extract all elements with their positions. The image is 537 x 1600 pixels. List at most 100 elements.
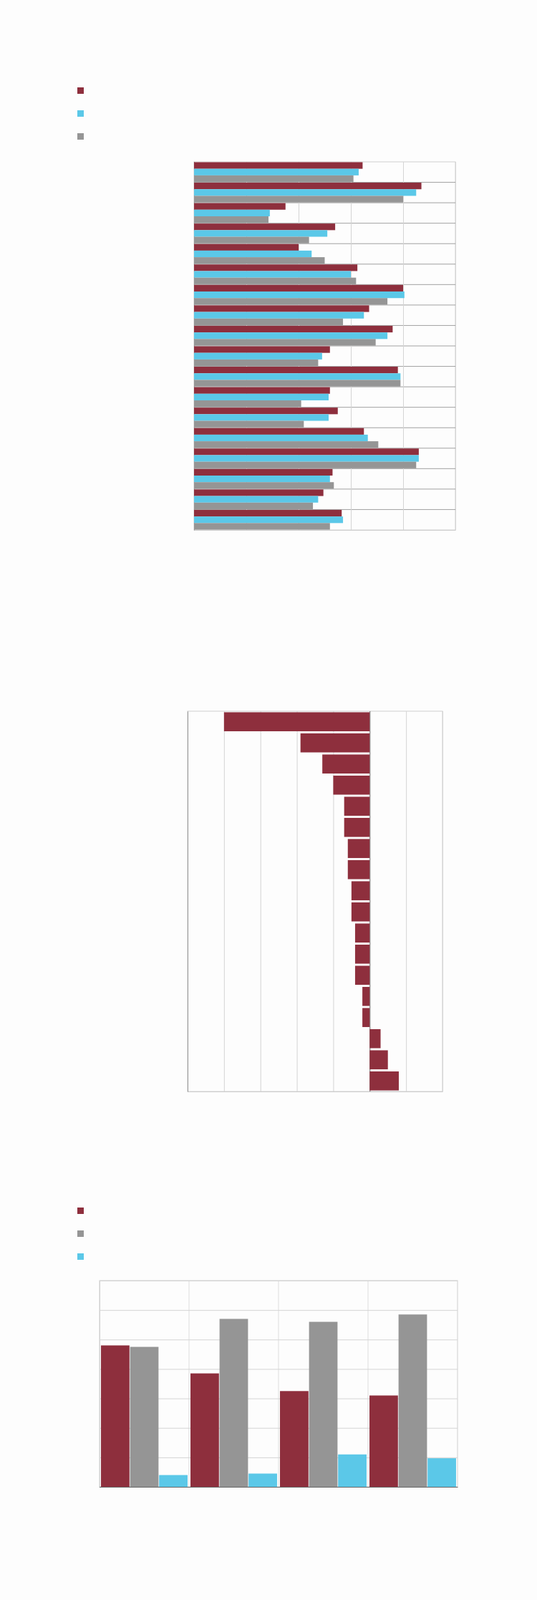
bar [158, 1474, 188, 1487]
bar [194, 312, 364, 319]
bar [194, 291, 405, 298]
axis-line [100, 1486, 459, 1488]
chart [187, 710, 444, 1092]
bar [194, 229, 328, 237]
grid-line [260, 710, 262, 1092]
tick [455, 161, 457, 530]
legend-swatch [77, 133, 84, 140]
bar [194, 318, 343, 326]
bar [194, 502, 313, 510]
category-separator [194, 406, 456, 408]
bar [194, 509, 342, 517]
bar [369, 1071, 399, 1091]
category-separator [194, 386, 456, 388]
bar [194, 475, 331, 482]
grid-line [224, 710, 225, 1092]
tick [405, 710, 407, 1092]
category-separator [194, 488, 456, 490]
bar [194, 489, 324, 496]
bar [194, 189, 416, 196]
bar [194, 468, 333, 476]
bar [362, 1007, 370, 1027]
grid-line [350, 161, 352, 530]
bar [194, 434, 369, 442]
legend-swatch [77, 110, 84, 117]
bar [194, 400, 302, 407]
axis-line [99, 1280, 101, 1488]
page [0, 0, 537, 1600]
category-separator [194, 345, 456, 347]
bar [194, 216, 269, 223]
bar [279, 1390, 309, 1487]
category-separator [189, 1280, 190, 1487]
category-separator [278, 1280, 280, 1487]
tick [403, 161, 404, 530]
grid-line [405, 710, 407, 1092]
tick [224, 710, 225, 1092]
category-separator [368, 1280, 369, 1487]
bar [130, 1346, 159, 1487]
bar [194, 209, 270, 217]
category-separator [194, 263, 456, 265]
category-axis [100, 1486, 459, 1488]
bar [194, 407, 338, 414]
bars [194, 161, 422, 530]
legend [77, 1207, 84, 1260]
bar [194, 264, 358, 271]
bar [194, 413, 329, 421]
bar [194, 366, 399, 374]
bar [194, 387, 331, 394]
category-separator [194, 468, 456, 469]
axis-line [188, 1091, 444, 1092]
bar [248, 1472, 278, 1487]
bar [194, 393, 329, 401]
tick [260, 710, 262, 1092]
grid-line [187, 710, 189, 1092]
bar [194, 496, 318, 503]
chart [77, 1207, 459, 1488]
bar [347, 859, 371, 880]
value-axis [188, 710, 444, 1092]
axis-line [194, 529, 457, 531]
bar [194, 448, 419, 455]
bar [194, 325, 393, 333]
bar [194, 379, 401, 386]
bar [194, 352, 323, 360]
category-separator [194, 447, 456, 449]
bar [300, 733, 371, 753]
bar [194, 244, 299, 251]
bar [355, 944, 370, 964]
category-separator [194, 181, 456, 183]
legend-swatch [77, 1207, 84, 1214]
bar [194, 338, 376, 346]
bar [194, 175, 354, 182]
category-separator [194, 365, 456, 367]
bar [194, 182, 422, 190]
tick [99, 1280, 458, 1281]
bar [194, 297, 388, 305]
grid-line [99, 1309, 458, 1311]
bar [194, 441, 379, 448]
bar [219, 1318, 249, 1487]
legend-swatch [77, 87, 84, 94]
bar [100, 1345, 130, 1487]
value-axis [194, 161, 457, 531]
grid-line [297, 710, 298, 1092]
plot-frame [99, 1280, 458, 1487]
tick [99, 1486, 458, 1488]
bar [194, 516, 343, 523]
category-separator [194, 427, 456, 429]
bar [369, 1049, 388, 1069]
bar [194, 168, 359, 176]
axis-line [187, 711, 189, 1092]
bar [344, 796, 371, 816]
plot-frame [194, 161, 456, 530]
category-separator [194, 202, 456, 204]
bar [194, 428, 364, 435]
value-axis [99, 1280, 458, 1488]
bar [355, 965, 370, 985]
bar [332, 775, 370, 795]
bar [190, 1373, 220, 1487]
bar [194, 359, 318, 366]
bar [351, 902, 370, 922]
